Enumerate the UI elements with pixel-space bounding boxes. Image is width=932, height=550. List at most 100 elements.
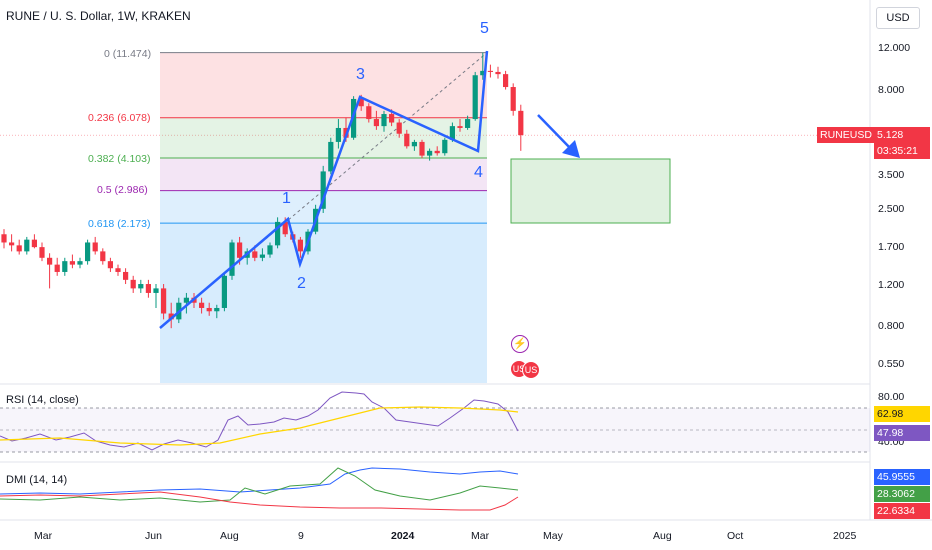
candle-body — [442, 139, 448, 154]
candle-body — [24, 239, 30, 252]
candle-body — [267, 245, 273, 255]
candle-body — [503, 74, 509, 88]
candle-body — [472, 75, 478, 120]
elliott-wave-drawing — [159, 50, 580, 329]
fib-zone — [160, 223, 487, 383]
candle-body — [328, 141, 334, 172]
last-price-badge: 5.128 — [874, 127, 930, 143]
time-tick: Aug — [653, 530, 672, 542]
candle-body — [221, 275, 227, 308]
candle-body — [389, 114, 395, 123]
symbol-badge: RUNEUSD — [817, 127, 875, 143]
price-tick: 12.000 — [878, 42, 911, 54]
fib-level-label: 0.618 (2.173) — [88, 218, 151, 230]
fib-level-label: 0.236 (6.078) — [88, 112, 151, 124]
time-tick: 9 — [298, 530, 304, 542]
candle-body — [16, 245, 22, 252]
wave-label-4: 4 — [474, 164, 483, 181]
candle-body — [153, 288, 159, 293]
candle-body — [275, 221, 281, 246]
candle-body — [229, 242, 235, 276]
projection-arrow-head — [562, 140, 580, 158]
candle-body — [62, 261, 68, 272]
dmi-minus-di-line — [0, 491, 519, 511]
rsi-pane — [0, 391, 870, 453]
candle-body — [449, 126, 455, 140]
dmi-pane-label: DMI (14, 14) — [6, 474, 68, 486]
time-tick: Mar — [471, 530, 490, 542]
candle-body — [252, 251, 258, 258]
projection-arrow-shaft — [537, 114, 573, 151]
candle-body — [457, 126, 463, 128]
candle-body — [168, 313, 174, 320]
candle-body — [411, 141, 417, 147]
candle-body — [373, 119, 379, 127]
price-tick: 0.550 — [878, 358, 905, 370]
candle-body — [92, 242, 98, 252]
candle-body — [138, 284, 144, 289]
candle-body — [335, 127, 341, 142]
candle-body — [1, 234, 7, 243]
dmi-adx-badge: 45.9555 — [874, 469, 930, 485]
time-tick: 2025 — [833, 530, 857, 542]
candle-body — [85, 242, 91, 262]
price-tick: 3.500 — [878, 169, 905, 181]
candle-body — [259, 254, 265, 258]
candle-body — [9, 242, 15, 246]
time-tick: Jun — [145, 530, 162, 542]
candle-body — [130, 279, 136, 289]
fib-zone — [160, 117, 487, 159]
candle-body — [115, 268, 121, 272]
candle-body — [487, 70, 493, 72]
price-tick: 1.700 — [878, 241, 905, 253]
fib-trend-line — [159, 52, 488, 329]
time-tick: May — [543, 530, 563, 542]
target-zone-box — [510, 158, 671, 224]
candle-body — [161, 288, 167, 314]
rsi-tick: 80.00 — [878, 391, 905, 403]
candle-body — [237, 242, 243, 258]
rsi-value-badge: 47.98 — [874, 425, 930, 441]
candle-body — [404, 133, 410, 147]
candle-body — [199, 302, 205, 308]
dmi-plus-di-line — [0, 467, 519, 503]
candle-body — [480, 70, 486, 76]
lightning-event-icon[interactable]: ⚡ — [511, 335, 529, 353]
candle-body — [54, 264, 60, 272]
dmi-pane — [0, 467, 519, 511]
candle-body — [510, 87, 516, 111]
currency-selector-button[interactable]: USD — [876, 7, 920, 29]
time-tick: Mar — [34, 530, 53, 542]
candle-body — [396, 122, 402, 134]
candle-body — [434, 150, 440, 154]
dmi-plus-di-badge: 28.3062 — [874, 486, 930, 502]
candle-body — [366, 106, 372, 120]
us-flag-event-icon[interactable]: US — [522, 361, 540, 379]
price-tick: 2.500 — [878, 203, 905, 215]
time-tick: Oct — [727, 530, 744, 542]
candle-body — [465, 119, 471, 128]
candle-body — [77, 261, 83, 265]
price-tick: 8.000 — [878, 84, 905, 96]
candle-body — [358, 98, 364, 107]
fib-level-label: 0 (11.474) — [104, 48, 152, 60]
candle-body — [518, 110, 524, 136]
candle-body — [107, 261, 113, 269]
wave-label-2: 2 — [297, 275, 306, 292]
candle-body — [495, 71, 501, 75]
time-tick: 2024 — [391, 530, 415, 542]
candle-body — [427, 150, 433, 156]
rsi-ma-value-badge: 62.98 — [874, 406, 930, 422]
wave-label-5: 5 — [480, 20, 489, 37]
price-tick: 0.800 — [878, 320, 905, 332]
price-tick: 1.200 — [878, 279, 905, 291]
dmi-minus-di-badge: 22.6334 — [874, 503, 930, 519]
candle-body — [123, 271, 129, 280]
fib-zone — [160, 52, 487, 118]
candle-body — [320, 171, 326, 209]
candle-body — [100, 251, 106, 262]
candle-body — [206, 307, 212, 312]
rsi-pane-label: RSI (14, close) — [6, 394, 79, 406]
